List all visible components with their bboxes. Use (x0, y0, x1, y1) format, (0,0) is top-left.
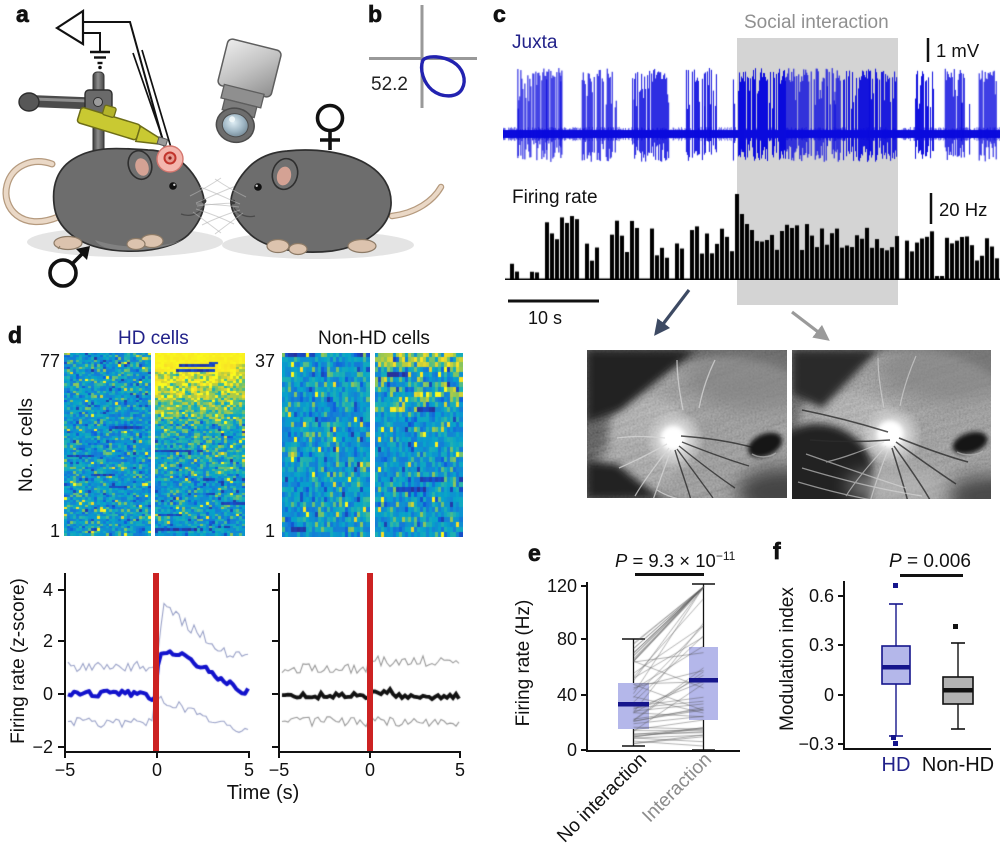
svg-text:52.2: 52.2 (371, 74, 408, 95)
svg-text:0: 0 (152, 760, 162, 780)
svg-text:HD: HD (882, 754, 911, 776)
svg-text:−0.3: −0.3 (798, 734, 834, 754)
svg-text:Time (s): Time (s) (227, 782, 300, 804)
svg-text:1 mV: 1 mV (936, 40, 980, 61)
svg-text:4: 4 (43, 580, 53, 600)
svg-text:0: 0 (824, 685, 834, 705)
svg-text:Non-HD: Non-HD (922, 754, 994, 776)
svg-text:5: 5 (244, 760, 254, 780)
svg-text:0.6: 0.6 (809, 586, 834, 606)
svg-text:−5: −5 (269, 760, 290, 780)
svg-text:40: 40 (557, 685, 577, 705)
svg-text:−5: −5 (55, 760, 76, 780)
svg-text:10 s: 10 s (528, 308, 562, 328)
svg-text:5: 5 (455, 760, 465, 780)
svg-text:0.3: 0.3 (809, 635, 834, 655)
svg-text:0: 0 (365, 760, 375, 780)
svg-text:0: 0 (567, 740, 577, 760)
svg-text:2: 2 (43, 631, 53, 651)
svg-text:80: 80 (557, 629, 577, 649)
svg-text:120: 120 (547, 576, 577, 596)
svg-text:0: 0 (43, 684, 53, 704)
svg-text:−2: −2 (32, 737, 53, 757)
